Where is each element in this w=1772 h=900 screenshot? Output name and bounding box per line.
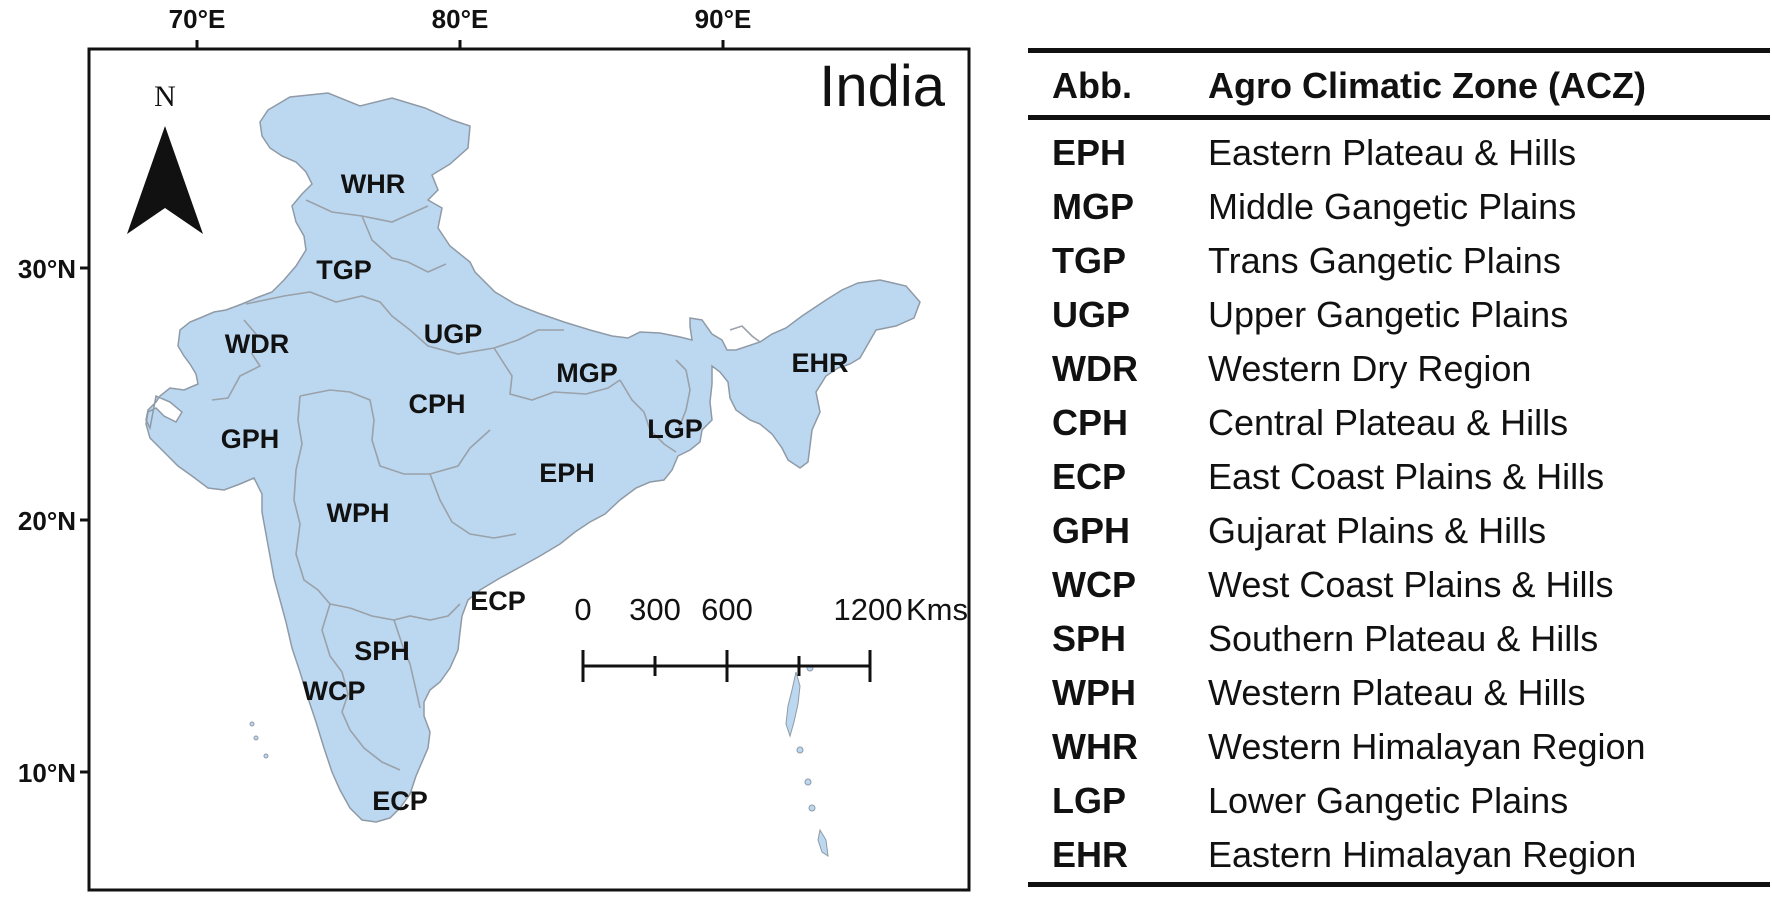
- zone-label-gph: GPH: [221, 424, 280, 454]
- zone-label-cph: CPH: [408, 389, 465, 419]
- latitude-label-30n: 30°N: [18, 254, 76, 284]
- scale-unit: Kms: [906, 592, 968, 627]
- legend-row: LGP Lower Gangetic Plains: [1028, 774, 1770, 828]
- legend-zone-name: Western Plateau & Hills: [1208, 672, 1586, 713]
- scale-label-600: 600: [701, 592, 753, 627]
- legend-row: ECP East Coast Plains & Hills: [1028, 450, 1770, 504]
- zone-label-whr: WHR: [341, 169, 405, 199]
- legend-row: CPH Central Plateau & Hills: [1028, 396, 1770, 450]
- legend-row: SPH Southern Plateau & Hills: [1028, 612, 1770, 666]
- legend-zone-name: Gujarat Plains & Hills: [1208, 510, 1547, 551]
- latitude-label-10n: 10°N: [18, 758, 76, 788]
- legend-zone-name: Middle Gangetic Plains: [1208, 186, 1577, 227]
- legend-zone-name: Eastern Himalayan Region: [1208, 828, 1770, 887]
- map-title: India: [819, 54, 946, 119]
- legend-zone-name: West Coast Plains & Hills: [1208, 564, 1614, 605]
- zone-label-eph: EPH: [539, 458, 595, 488]
- legend-zone-name: Southern Plateau & Hills: [1208, 618, 1599, 659]
- legend-abbreviation: WDR: [1052, 348, 1138, 389]
- legend-row: WHR Western Himalayan Region: [1028, 720, 1770, 774]
- legend-row: WCP West Coast Plains & Hills: [1028, 558, 1770, 612]
- legend-row: MGP Middle Gangetic Plains: [1028, 180, 1770, 234]
- legend-row: UGP Upper Gangetic Plains: [1028, 288, 1770, 342]
- legend-abbreviation: UGP: [1052, 294, 1131, 335]
- legend-row: WDR Western Dry Region: [1028, 342, 1770, 396]
- legend-abbreviation: GPH: [1052, 510, 1131, 551]
- scale-bar: [581, 650, 872, 682]
- longitude-label-70e: 70°E: [169, 4, 226, 34]
- legend-row: EPH Eastern Plateau & Hills: [1028, 118, 1770, 181]
- zone-label-wcp: WCP: [303, 676, 366, 706]
- legend-zone-name: Eastern Plateau & Hills: [1208, 132, 1577, 173]
- zone-legend-table: Abb. Agro Climatic Zone (ACZ) EPH Eastern…: [1028, 48, 1770, 887]
- zone-label-sph: SPH: [354, 636, 410, 666]
- legend-abbreviation: EHR: [1028, 828, 1208, 887]
- andaman-nicobar-islands: [785, 664, 829, 858]
- india-landmass: [145, 92, 921, 823]
- legend-header-abbreviation: Abb.: [1028, 48, 1208, 120]
- legend-zone-name: Upper Gangetic Plains: [1208, 294, 1569, 335]
- legend-zone-name: Trans Gangetic Plains: [1208, 240, 1561, 281]
- scale-label-1200: 1200: [834, 592, 903, 627]
- scale-label-300: 300: [629, 592, 681, 627]
- zone-label-mgp: MGP: [556, 358, 618, 388]
- zone-label-tgp: TGP: [316, 255, 372, 285]
- legend-abbreviation: LGP: [1052, 780, 1127, 821]
- legend-header-row: Abb. Agro Climatic Zone (ACZ): [1028, 48, 1770, 120]
- legend-abbreviation: WCP: [1052, 564, 1136, 605]
- legend-zone-name: Central Plateau & Hills: [1208, 402, 1569, 443]
- zone-label-wph: WPH: [327, 498, 390, 528]
- zone-label-ugp: UGP: [424, 319, 483, 349]
- zone-label-ecp-south: ECP: [372, 786, 428, 816]
- legend-abbreviation: CPH: [1052, 402, 1129, 443]
- legend-abbreviation: ECP: [1052, 456, 1127, 497]
- legend-abbreviation: EPH: [1052, 132, 1127, 173]
- lakshadweep-islands: [249, 721, 269, 759]
- longitude-label-90e: 90°E: [695, 4, 752, 34]
- legend-zone-name: Western Dry Region: [1208, 348, 1532, 389]
- legend-abbreviation: WHR: [1052, 726, 1138, 767]
- legend-abbreviation: WPH: [1052, 672, 1136, 713]
- longitude-label-80e: 80°E: [432, 4, 489, 34]
- legend-abbreviation: MGP: [1052, 186, 1135, 227]
- zone-label-ehr: EHR: [791, 348, 848, 378]
- legend-abbreviation: SPH: [1052, 618, 1127, 659]
- legend-row: GPH Gujarat Plains & Hills: [1028, 504, 1770, 558]
- legend-zone-name: Lower Gangetic Plains: [1208, 780, 1569, 821]
- zone-label-lgp: LGP: [647, 414, 703, 444]
- legend-row: TGP Trans Gangetic Plains: [1028, 234, 1770, 288]
- north-arrow-icon: [127, 126, 203, 234]
- legend-row: WPH Western Plateau & Hills: [1028, 666, 1770, 720]
- legend-zone-name: Western Himalayan Region: [1208, 726, 1646, 767]
- legend-zone-name: East Coast Plains & Hills: [1208, 456, 1605, 497]
- scale-label-0: 0: [574, 592, 591, 627]
- zone-label-ecp-north: ECP: [470, 586, 526, 616]
- legend-abbreviation: TGP: [1052, 240, 1127, 281]
- graticule-ticks: [80, 40, 725, 774]
- india-map: 70°E 80°E 90°E 30°N 20°N 10°N India N: [18, 4, 971, 892]
- zone-boundaries: [211, 199, 761, 771]
- zone-label-wdr: WDR: [225, 329, 289, 359]
- legend-header-zone: Agro Climatic Zone (ACZ): [1208, 48, 1770, 120]
- latitude-label-20n: 20°N: [18, 506, 76, 536]
- legend-row: EHR Eastern Himalayan Region: [1028, 828, 1770, 887]
- north-arrow-label: N: [154, 80, 176, 113]
